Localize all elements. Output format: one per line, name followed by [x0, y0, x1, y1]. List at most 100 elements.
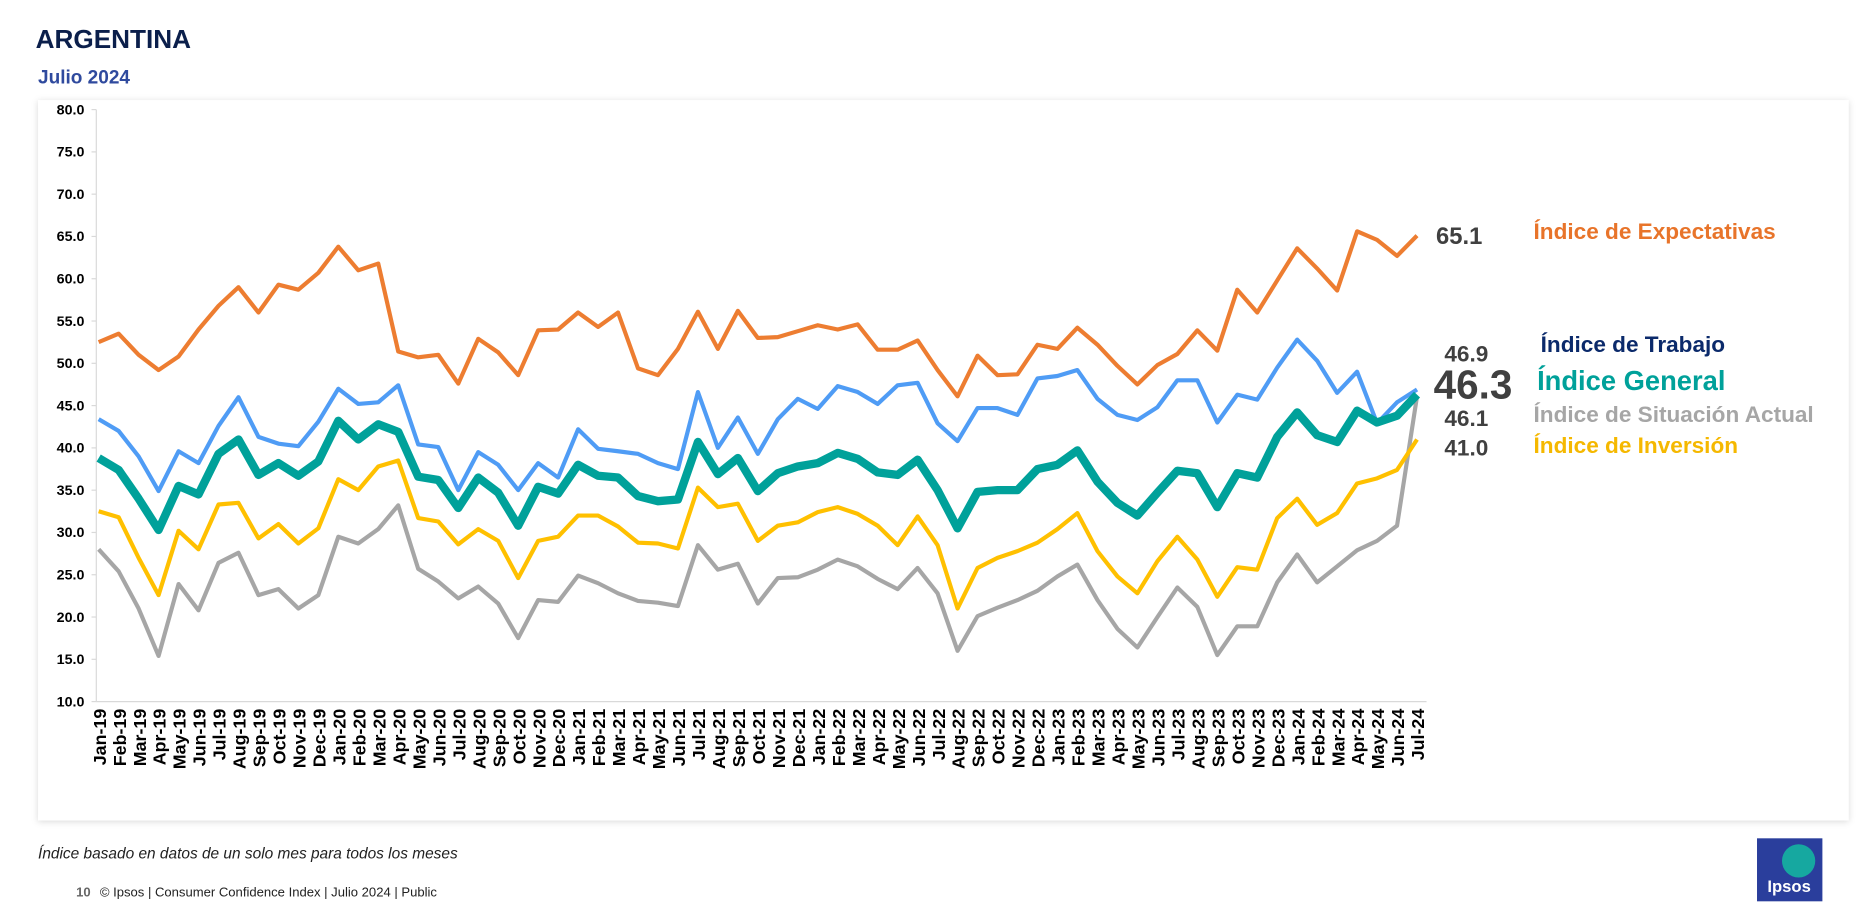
- x-tick-label: Apr-22: [869, 709, 889, 766]
- end-value-label: 41.0: [1444, 436, 1488, 461]
- x-tick-label: Mar-23: [1089, 709, 1109, 767]
- x-tick-label: Nov-22: [1009, 709, 1029, 769]
- footer-text: © Ipsos | Consumer Confidence Index | Ju…: [100, 885, 438, 900]
- x-tick-label: Feb-24: [1308, 709, 1328, 767]
- series-line: [96, 391, 1421, 535]
- x-tick-label: May-20: [409, 709, 429, 770]
- x-tick-label: Jul-23: [1168, 709, 1188, 761]
- x-tick-label: Dec-22: [1029, 709, 1049, 768]
- x-tick-label: Jun-21: [669, 709, 689, 767]
- x-tick-label: Aug-22: [949, 709, 969, 770]
- chart-panel: [38, 100, 1849, 821]
- y-tick-label: 80.0: [57, 102, 85, 118]
- x-tick-label: Oct-22: [989, 709, 1009, 765]
- end-value-label: 65.1: [1436, 223, 1482, 250]
- x-tick-label: Mar-24: [1328, 709, 1348, 767]
- end-value-label: 46.3: [1434, 361, 1513, 407]
- x-tick-label: Feb-19: [110, 709, 130, 767]
- x-tick-label: Jan-24: [1288, 709, 1308, 766]
- y-tick-label: 40.0: [57, 441, 85, 457]
- legend-label: Índice de Trabajo: [1541, 332, 1725, 357]
- y-tick-label: 20.0: [57, 610, 85, 626]
- x-tick-label: Nov-19: [290, 709, 310, 769]
- x-tick-label: Sep-23: [1208, 709, 1228, 768]
- series-line: [97, 396, 1420, 659]
- x-tick-label: Jul-21: [689, 709, 709, 761]
- title: ARGENTINA: [36, 24, 192, 54]
- x-tick-label: May-21: [649, 709, 669, 770]
- series-line: [97, 229, 1419, 399]
- x-tick-label: Oct-21: [749, 709, 769, 765]
- logo-mark: [1781, 844, 1816, 878]
- x-tick-label: Jul-19: [210, 709, 230, 761]
- x-tick-label: Feb-23: [1069, 709, 1089, 767]
- x-tick-label: Jun-23: [1148, 709, 1168, 767]
- y-tick-label: 65.0: [57, 229, 85, 245]
- y-tick-label: 70.0: [57, 187, 85, 203]
- x-tick-label: Jan-23: [1049, 709, 1069, 766]
- x-tick-label: Aug-19: [230, 709, 250, 770]
- x-tick-label: Dec-21: [789, 709, 809, 768]
- legend-label: Índice de Expectativas: [1534, 219, 1776, 244]
- end-value-label: 46.9: [1444, 342, 1488, 367]
- x-tick-label: Sep-22: [969, 709, 989, 768]
- x-tick-label: Mar-22: [849, 709, 869, 767]
- x-tick-label: Oct-23: [1228, 709, 1248, 765]
- series-line: [97, 337, 1419, 494]
- x-tick-label: Mar-19: [130, 709, 150, 767]
- end-value-label: 46.1: [1444, 406, 1488, 431]
- x-tick-label: Feb-20: [349, 709, 369, 767]
- x-tick-label: Nov-21: [769, 709, 789, 769]
- subtitle: Julio 2024: [38, 67, 130, 88]
- y-tick-label: 10.0: [57, 694, 85, 710]
- y-tick-label: 50.0: [57, 356, 85, 372]
- x-tick-label: Apr-23: [1109, 709, 1129, 766]
- y-tick-label: 55.0: [57, 314, 85, 330]
- x-tick-label: Sep-20: [489, 709, 509, 768]
- x-tick-label: Dec-20: [549, 709, 569, 768]
- x-tick-label: Jul-20: [449, 709, 469, 761]
- y-tick-label: 35.0: [57, 483, 85, 499]
- x-tick-label: Apr-19: [150, 709, 170, 766]
- x-tick-label: Sep-21: [729, 709, 749, 768]
- x-tick-label: Jan-19: [90, 709, 110, 766]
- y-tick-label: 45.0: [57, 398, 85, 414]
- x-tick-label: Apr-21: [629, 709, 649, 766]
- x-tick-label: Nov-23: [1248, 709, 1268, 769]
- legend-label: Índice de Inversión: [1534, 433, 1739, 458]
- y-tick-label: 15.0: [57, 652, 85, 668]
- x-tick-label: Apr-24: [1348, 709, 1368, 766]
- legend-label: Índice General: [1537, 365, 1725, 396]
- x-tick-label: Jan-21: [569, 709, 589, 766]
- x-tick-label: Jun-19: [190, 709, 210, 767]
- x-tick-label: May-23: [1129, 709, 1149, 770]
- x-tick-label: Aug-20: [469, 709, 489, 770]
- x-tick-label: Jan-20: [330, 709, 350, 766]
- x-tick-label: Oct-19: [270, 709, 290, 765]
- x-tick-label: Aug-23: [1188, 709, 1208, 770]
- legend-label: Índice de Situación Actual: [1534, 402, 1814, 427]
- x-tick-label: Dec-19: [310, 709, 330, 768]
- footnote: Índice basado en datos de un solo mes pa…: [38, 846, 458, 863]
- x-tick-label: Mar-20: [369, 709, 389, 767]
- x-tick-label: Nov-20: [529, 709, 549, 769]
- y-tick-label: 30.0: [57, 525, 85, 541]
- x-tick-label: Apr-20: [389, 709, 409, 766]
- x-tick-label: Sep-19: [250, 709, 270, 768]
- x-tick-label: Feb-22: [829, 709, 849, 767]
- x-tick-label: Mar-21: [609, 709, 629, 767]
- y-tick-label: 75.0: [57, 145, 85, 161]
- y-tick-label: 60.0: [57, 271, 85, 287]
- x-tick-label: Jul-24: [1408, 709, 1428, 761]
- x-tick-label: Jun-24: [1388, 709, 1408, 767]
- x-tick-label: Jun-22: [909, 709, 929, 767]
- page-number: 10: [76, 885, 91, 900]
- x-tick-label: Oct-20: [509, 709, 529, 765]
- x-tick-label: Dec-23: [1268, 709, 1288, 768]
- x-tick-label: Aug-21: [709, 709, 729, 770]
- x-tick-label: May-19: [170, 709, 190, 770]
- logo-text: Ipsos: [1767, 877, 1810, 896]
- x-tick-label: Feb-21: [589, 709, 609, 767]
